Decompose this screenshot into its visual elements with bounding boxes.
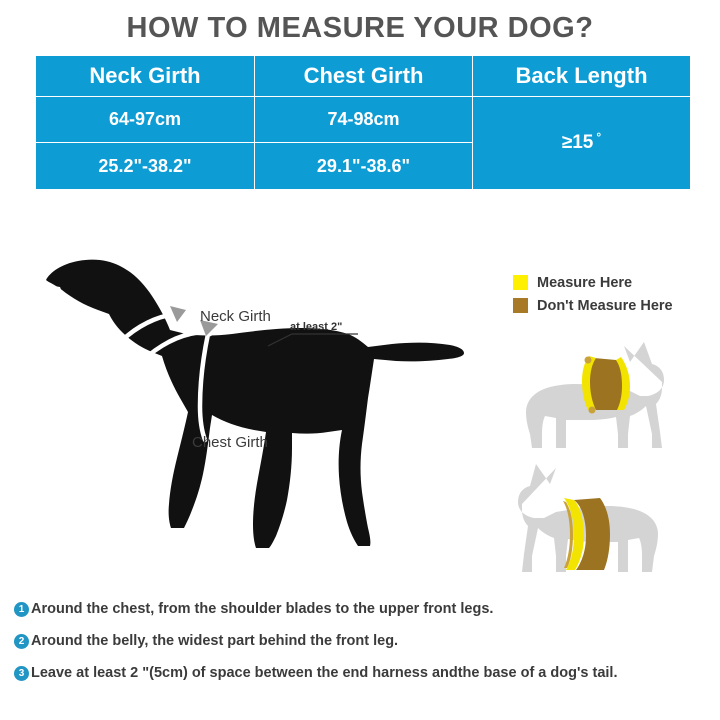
note-text-1: Around the chest, from the shoulder blad… — [31, 601, 494, 617]
small-dog-chest-band-stripe — [563, 501, 573, 568]
table-row: 25.2"-38.2" 29.1"-38.6" — [35, 142, 691, 190]
legend-item-dont-measure-here: Don't Measure Here — [513, 295, 713, 316]
at-least-leader-line — [267, 333, 358, 347]
header-chest-girth: Chest Girth — [254, 55, 473, 97]
small-dog-neck-figure — [526, 342, 664, 448]
small-dog-neck-band-ring-bottom — [588, 406, 596, 414]
chest-girth-label: Chest Girth — [192, 434, 268, 451]
bullet-number-2: 2 — [14, 634, 29, 649]
legend: Measure Here Don't Measure Here — [513, 272, 713, 318]
cell-chest-girth-cm: 74-98cm — [254, 95, 473, 144]
cell-neck-girth-in: 25.2"-38.2" — [35, 142, 255, 190]
legend-swatch-yellow — [513, 275, 528, 290]
small-dog-chest-figure — [518, 464, 658, 572]
neck-arrow-left-icon — [170, 306, 186, 322]
page-title: HOW TO MEASURE YOUR DOG? — [126, 12, 594, 44]
note-text-2: Around the belly, the widest part behind… — [31, 633, 399, 649]
neck-girth-label: Neck Girth — [200, 308, 271, 325]
dog-body-silhouette — [46, 259, 464, 548]
chest-girth-measure-line — [197, 331, 211, 443]
small-dog-neck-band-edge-left — [582, 356, 596, 410]
list-item: 2 Around the belly, the widest part behi… — [14, 632, 714, 664]
dog-silhouette-diagram — [44, 259, 464, 548]
note-text-3: Leave at least 2 "(5cm) of space between… — [31, 665, 618, 681]
list-item: 3 Leave at least 2 "(5cm) of space betwe… — [14, 664, 714, 696]
dog-jaw-notch — [74, 308, 100, 320]
legend-label-dont-measure-here: Don't Measure Here — [537, 297, 673, 314]
degree-symbol: ° — [596, 129, 602, 144]
size-table: Neck Girth Chest Girth Back Length 64-97… — [35, 55, 691, 190]
cell-neck-girth-cm: 64-97cm — [35, 95, 255, 144]
neck-girth-measure-line-lower — [132, 330, 213, 371]
small-dog-chest-band — [574, 498, 610, 570]
small-dog-neck-band-ring-top — [584, 356, 592, 364]
at-least-label: at least 2" — [290, 321, 343, 333]
small-dog-neck-band-edge-right — [616, 357, 630, 410]
small-dog-chest-band-edge — [564, 498, 584, 570]
neck-arrow-right-icon — [200, 320, 218, 336]
back-length-value: ≥15 — [561, 131, 594, 153]
header-neck-girth: Neck Girth — [35, 55, 255, 97]
legend-item-measure-here: Measure Here — [513, 272, 713, 293]
table-row: 64-97cm 74-98cm ≥15 ° — [35, 95, 691, 190]
small-dog-neck-band — [588, 358, 626, 410]
legend-swatch-brown — [513, 298, 528, 313]
cell-chest-girth-in: 29.1"-38.6" — [254, 142, 473, 190]
dog-mouth-notch — [44, 282, 62, 292]
bullet-number-3: 3 — [14, 666, 29, 681]
bullet-number-1: 1 — [14, 602, 29, 617]
header-back-length: Back Length — [472, 55, 691, 97]
list-item: 1 Around the chest, from the shoulder bl… — [14, 600, 714, 632]
cell-back-length: ≥15 ° — [472, 95, 691, 190]
legend-label-measure-here: Measure Here — [537, 274, 633, 291]
table-header-row: Neck Girth Chest Girth Back Length — [35, 55, 691, 97]
notes-list: 1 Around the chest, from the shoulder bl… — [14, 600, 714, 696]
